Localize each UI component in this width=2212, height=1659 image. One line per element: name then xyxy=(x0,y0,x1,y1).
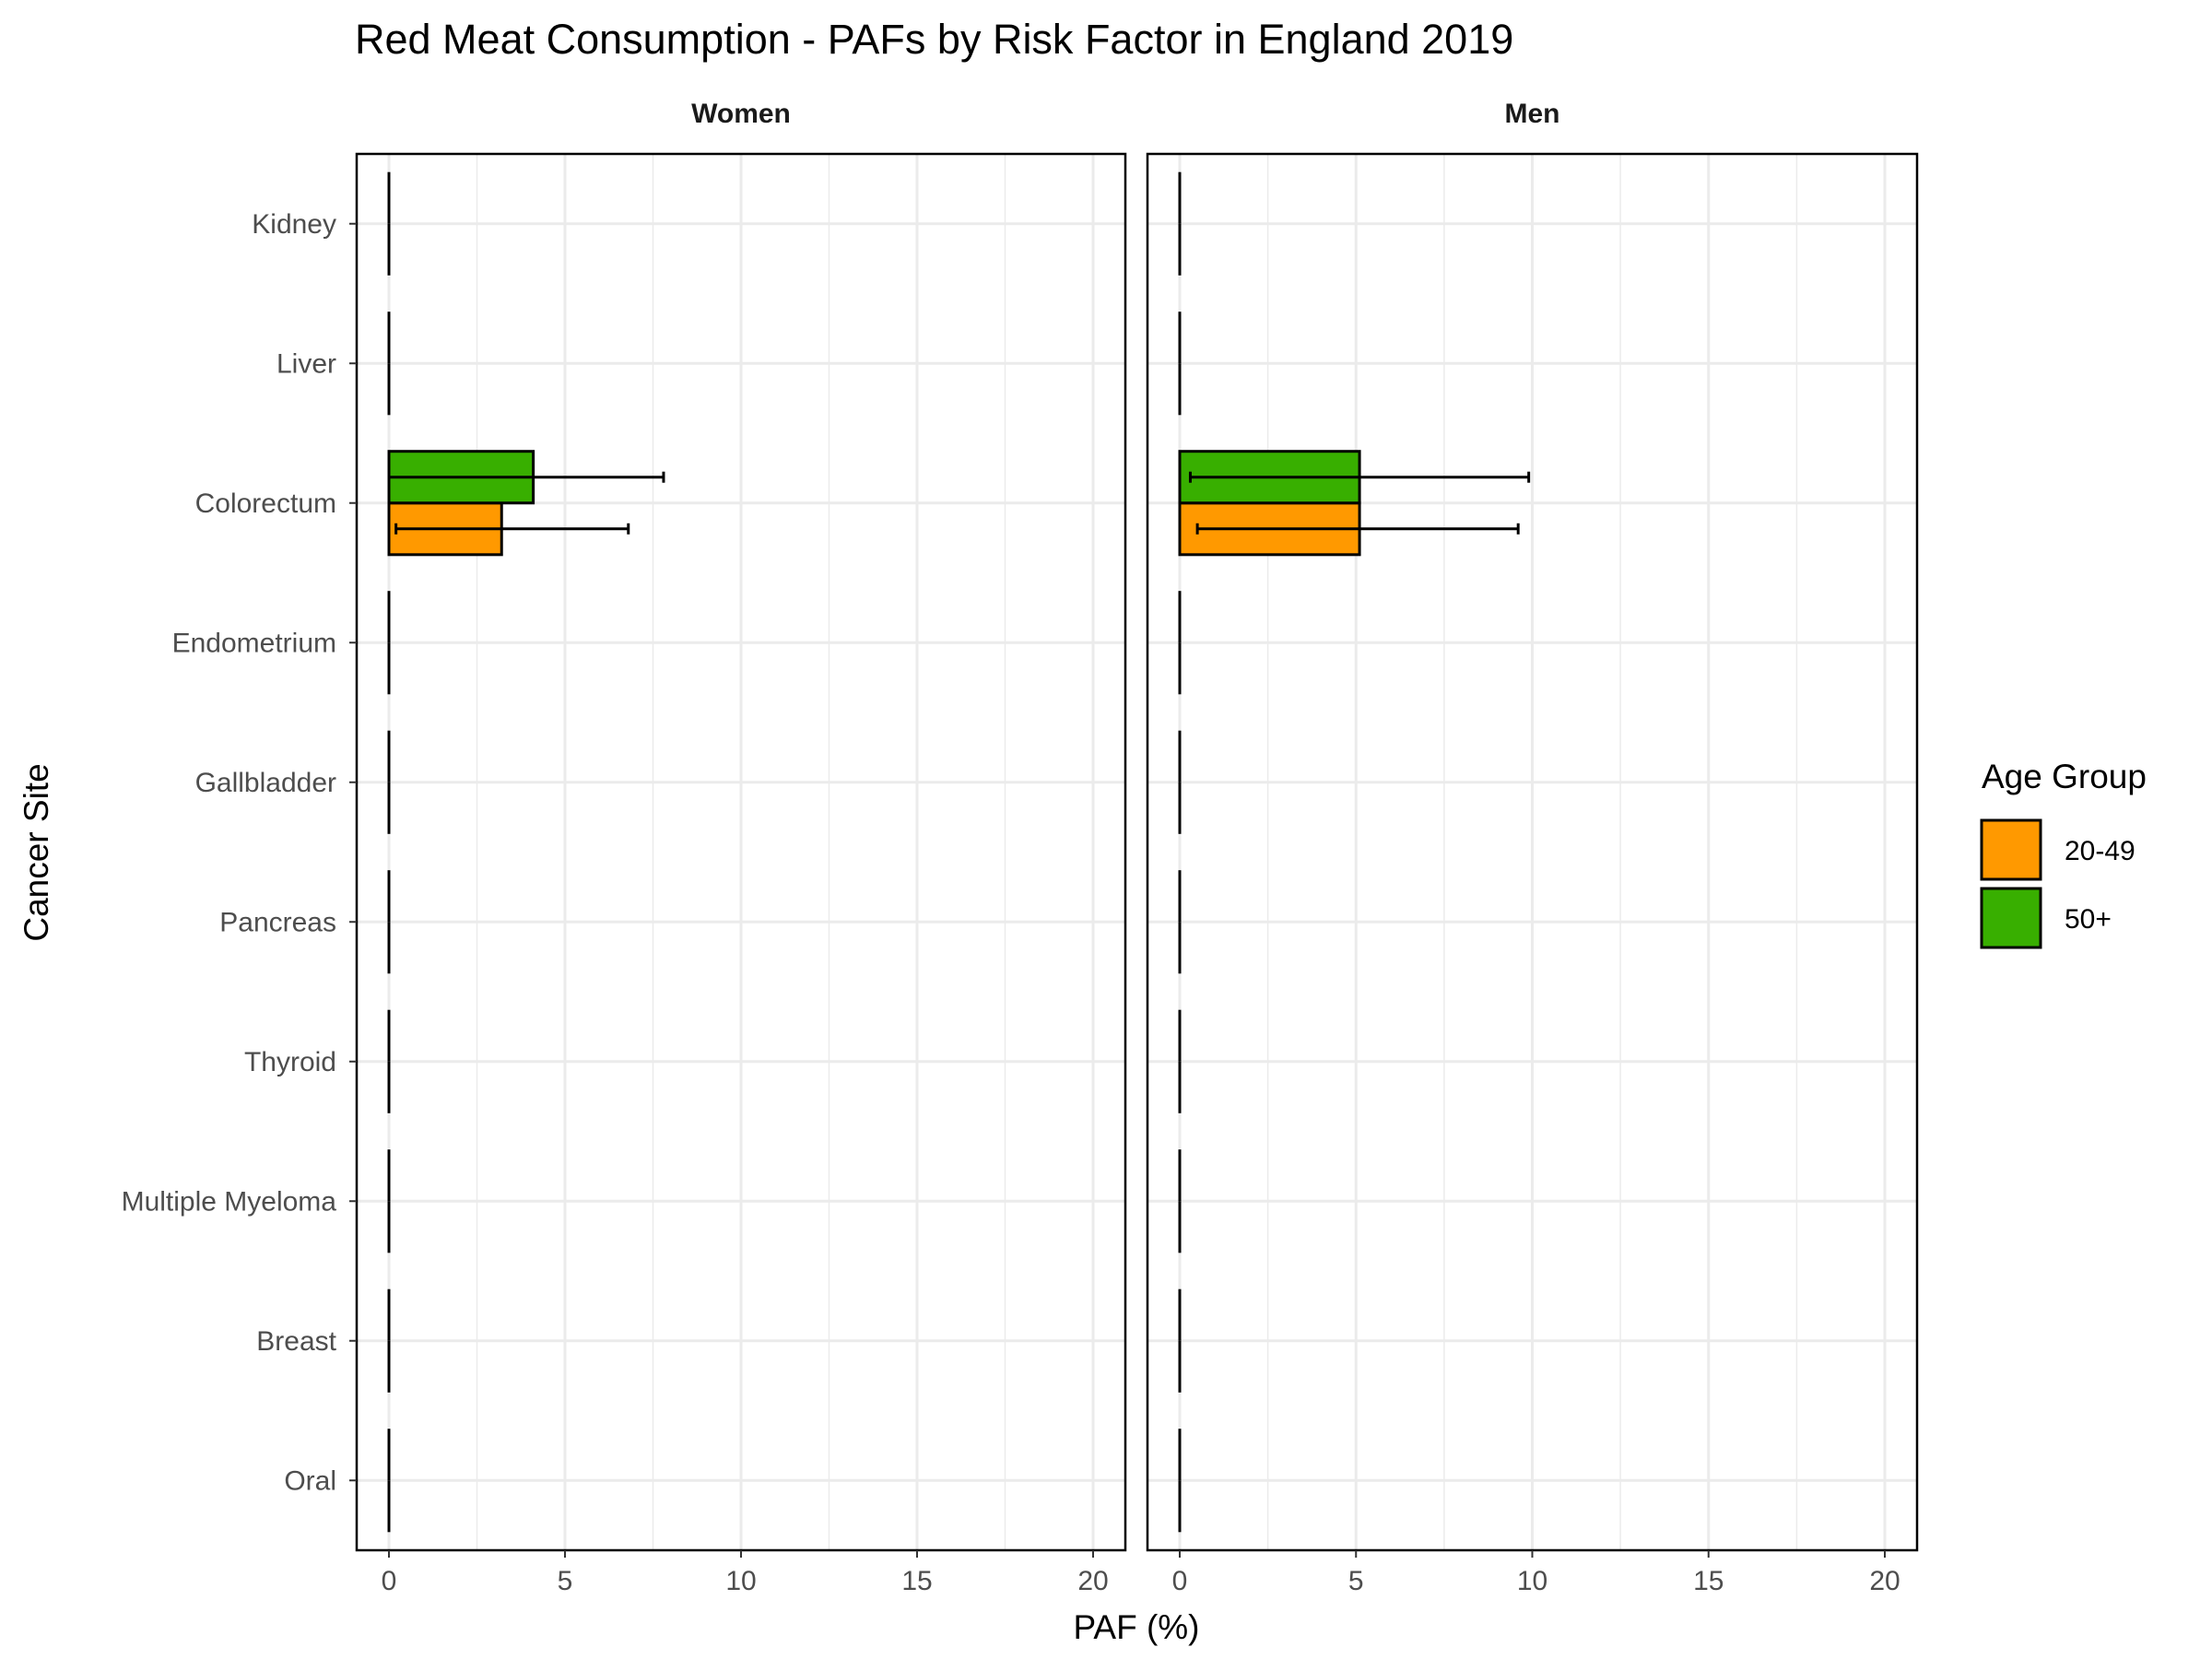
chart-panels: Women 0 5 10 15 20 Kidney Liver Colorectum Endome… xyxy=(122,99,1919,1596)
x-tick-label: 20 xyxy=(1869,1566,1900,1596)
x-tick-label: 20 xyxy=(1077,1566,1108,1596)
legend-title: Age Group xyxy=(1982,758,2147,795)
y-tick-label: Gallbladder xyxy=(195,768,336,798)
y-tick-label: Endometrium xyxy=(172,628,336,658)
y-tick-label: Liver xyxy=(276,348,336,379)
panel-strip-label: Men xyxy=(1505,99,1560,129)
x-axis-title: PAF (%) xyxy=(1073,1608,1199,1646)
y-axis-title: Cancer Site xyxy=(18,763,55,941)
x-tick-label: 10 xyxy=(1517,1566,1547,1596)
y-tick-label: Pancreas xyxy=(219,907,336,937)
x-tick-label: 0 xyxy=(1172,1566,1188,1596)
panel-men: Men 0 5 10 15 20 xyxy=(1146,99,1919,1596)
x-tick-label: 5 xyxy=(1348,1566,1364,1596)
legend-key-50+ xyxy=(1980,887,2042,949)
legend-key-20-49 xyxy=(1980,818,2042,881)
chart-title: Red Meat Consumption - PAFs by Risk Fact… xyxy=(355,16,1513,63)
x-tick-label: 10 xyxy=(725,1566,756,1596)
y-tick-label: Colorectum xyxy=(195,488,336,519)
panel-women: Women 0 5 10 15 20 Kidney Liver Colorectum Endome… xyxy=(122,99,1127,1596)
x-tick-label: 0 xyxy=(382,1566,397,1596)
legend-label: 50+ xyxy=(2065,904,2112,935)
y-tick-label: Kidney xyxy=(252,209,336,240)
y-tick-label: Breast xyxy=(256,1326,336,1357)
x-tick-label: 15 xyxy=(1693,1566,1724,1596)
y-tick-label: Oral xyxy=(284,1465,336,1496)
x-tick-label: 15 xyxy=(901,1566,932,1596)
y-tick-label: Multiple Myeloma xyxy=(122,1186,337,1217)
legend: Age Group 20-49 50+ xyxy=(1980,758,2147,949)
legend-label: 20-49 xyxy=(2065,836,2136,866)
y-tick-label: Thyroid xyxy=(244,1047,336,1077)
x-tick-label: 5 xyxy=(558,1566,573,1596)
panel-strip-label: Women xyxy=(691,99,791,129)
